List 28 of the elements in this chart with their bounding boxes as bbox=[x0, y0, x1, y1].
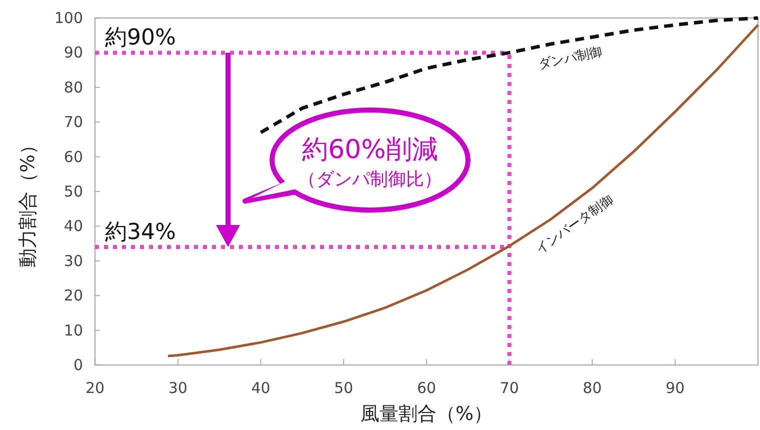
y-axis-title: 動力割合（%） bbox=[17, 135, 39, 268]
x-tick-label: 50 bbox=[334, 379, 354, 397]
y-tick-label: 30 bbox=[64, 252, 83, 270]
annotation: 約60%削減 bbox=[302, 135, 438, 165]
x-tick-label: 30 bbox=[168, 379, 188, 397]
line-series bbox=[259, 16, 760, 134]
y-tick-label: 10 bbox=[64, 321, 83, 340]
y-tick-label: 0 bbox=[73, 356, 83, 374]
y-tick-label: 50 bbox=[64, 182, 83, 200]
text: ダンパ制御 bbox=[537, 44, 604, 73]
text: インバータ制御 bbox=[533, 192, 616, 258]
x-tick-label: 40 bbox=[251, 379, 270, 397]
x-tick-label: 60 bbox=[416, 379, 436, 397]
x-axis-title: 風量割合（%） bbox=[360, 403, 493, 425]
y-tick-label: 40 bbox=[64, 217, 83, 236]
x-tick-label: 20 bbox=[85, 379, 105, 397]
y-tick-label: 20 bbox=[64, 286, 83, 305]
annotation: （ダンパ制御比） bbox=[298, 169, 442, 190]
y-tick-label: 60 bbox=[64, 148, 83, 166]
y-tick-label: 90 bbox=[64, 44, 83, 62]
y-tick-label: 70 bbox=[64, 113, 83, 132]
ref-line-label: 約34% bbox=[105, 220, 176, 246]
y-tick-label: 100 bbox=[54, 9, 83, 27]
y-tick-label: 80 bbox=[64, 78, 83, 96]
x-tick-label: 80 bbox=[582, 379, 602, 397]
x-tick-label: 90 bbox=[666, 379, 685, 397]
x-tick-label: 70 bbox=[500, 379, 519, 397]
ref-line-label: 約90% bbox=[105, 26, 176, 51]
